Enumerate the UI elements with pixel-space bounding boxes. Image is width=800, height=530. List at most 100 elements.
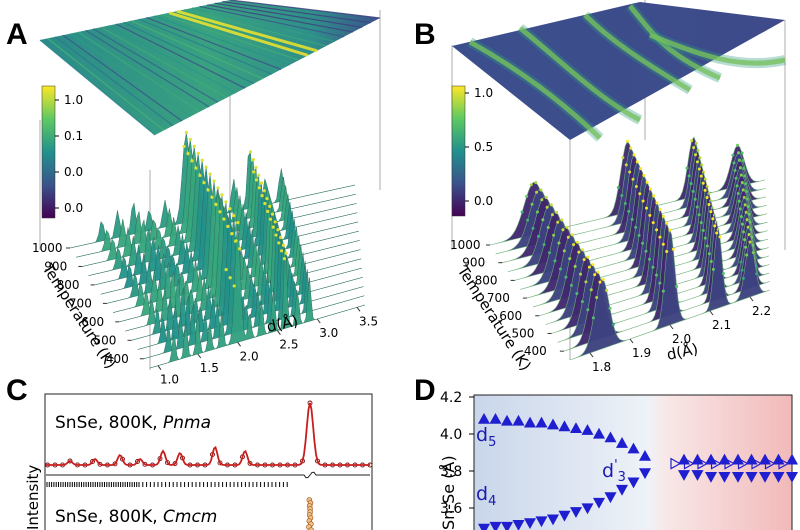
panel-b-surface-highlight <box>694 153 698 157</box>
panel-b-surface-highlight <box>654 273 658 277</box>
panel-a-ytick: 1000 <box>32 241 63 255</box>
panel-a-surface-highlight <box>192 144 196 148</box>
panel-b-surface-highlight <box>566 235 570 239</box>
panel-b-surface-highlight <box>611 323 615 327</box>
panel-b-surface-highlight <box>740 151 744 155</box>
panel-b-surface-highlight <box>561 228 565 232</box>
panel-b-surface-highlight <box>675 284 679 288</box>
panel-b-surface-highlight <box>568 257 572 261</box>
panel-a-surface-slice <box>149 222 366 369</box>
panel-a-surface-highlight <box>232 284 236 288</box>
panel-a-surface-highlight <box>216 186 220 190</box>
panel-a-colorbar-tick: 0.1 <box>64 129 83 143</box>
panel-a-colorbar-tick: 0.0 <box>64 165 83 179</box>
panel-b-surface-highlight <box>709 260 713 264</box>
panel-d-marker-up <box>569 422 583 434</box>
panel-b-heatmap-stripes <box>467 2 787 142</box>
panel-b-surface-highlight <box>562 249 566 253</box>
panel-a-surface-highlight <box>277 241 281 245</box>
panel-b-surface-highlight <box>743 203 747 207</box>
panel-a-surface-highlight <box>273 220 277 224</box>
panel-b-colorbar-tick: 0.0 <box>474 194 493 208</box>
panel-a-heatmap-stripe <box>229 0 381 19</box>
panel-d-marker-up <box>627 442 640 454</box>
panel-a-surface-slice <box>124 194 363 332</box>
panel-b-surface-highlight <box>689 182 693 186</box>
panel-c-fit-line <box>46 402 370 466</box>
panel-a-surface-highlight <box>228 276 232 280</box>
panel-b-surface-highlight <box>565 225 569 229</box>
panel-a-heatmap-stripe <box>108 25 237 94</box>
panel-a-surface-highlight <box>198 173 202 178</box>
panel-b-surface-highlight <box>601 278 605 282</box>
panel-b-surface-highlight <box>658 235 662 239</box>
panel-a-surface-highlight <box>222 217 226 221</box>
panel-b-surface-highlight <box>740 180 744 184</box>
panel-b-surface-highlight <box>540 198 544 202</box>
panel-a-surface-highlight <box>260 194 264 198</box>
panel-b-xtick-mark <box>629 338 634 344</box>
panel-a-surface-highlight <box>254 178 259 182</box>
panel-d-marker-up-ht <box>677 453 691 465</box>
panel-d-annot-d4: d4 <box>476 483 496 509</box>
panel-a-surface-highlight <box>237 247 242 251</box>
panel-a-heatmap-stripe <box>130 20 264 80</box>
panel-a-xtick: 2.5 <box>279 338 298 352</box>
panel-b-surface-highlight <box>620 193 624 197</box>
panel-c-bragg-ticks <box>46 482 288 487</box>
panel-a-xtick: 3.5 <box>359 314 378 328</box>
panel-b-surface-highlight <box>744 189 748 193</box>
panel-b-surface-highlight <box>544 195 548 199</box>
panel-b-surface-highlight <box>741 230 745 234</box>
panel-b-surface-highlight <box>718 235 722 239</box>
panel-a-heatmap-stripe <box>92 28 219 103</box>
panel-d-marker-down <box>627 477 640 489</box>
panel-d-marker-down <box>500 521 514 530</box>
panel-b-surface-highlight <box>738 207 742 211</box>
panel-c-observed-point <box>172 461 178 467</box>
panel-b-surface-highlight <box>547 251 551 255</box>
panel-b-surface-highlight <box>744 245 748 249</box>
panel-b-surface-highlight <box>639 167 643 171</box>
panel-a-ytick: 900 <box>44 259 67 273</box>
panel-a-xtick-mark <box>316 318 321 324</box>
panel-b-surface-highlight <box>552 233 556 237</box>
panel-b-surface-highlight <box>526 218 530 222</box>
panel-b-surface-highlight <box>645 180 649 184</box>
panel-a-surface-highlight <box>254 165 258 170</box>
panel-b-surface-highlight <box>644 206 648 210</box>
panel-a-xtick: 3.0 <box>319 326 338 340</box>
panel-c-frame <box>44 393 373 530</box>
panel-a-xtick-mark <box>356 307 361 312</box>
panel-b-ytick: 1000 <box>450 238 481 252</box>
panel-a-surface-highlight <box>210 195 214 199</box>
panel-b-surface-highlight <box>584 280 588 284</box>
panel-a-surface-highlight <box>204 165 208 169</box>
panel-a-surface-highlight <box>281 243 286 247</box>
panel-d-marker-up-ht <box>758 453 772 465</box>
panel-b-ytick: 400 <box>524 344 547 358</box>
panel-a-heatmap-stripe <box>153 15 291 66</box>
panel-b-surface-highlight <box>742 195 746 199</box>
panel-b-surface-highlight <box>630 217 634 221</box>
panel-d-marker-up <box>477 412 491 424</box>
panel-a-surface-highlight <box>200 158 204 162</box>
panel-b-surface-highlight <box>629 146 633 150</box>
panel-d-annot-d5: d5 <box>476 424 496 450</box>
panel-a-heatmap-stripe <box>168 11 309 57</box>
panel-d-marker-down <box>477 523 491 530</box>
panel-d-marker-down-ht <box>731 471 745 483</box>
panel-b-surface-highlight <box>745 253 749 257</box>
panel-b-surface-highlight <box>739 260 743 264</box>
panel-a-colorbar-tick: 0.0 <box>64 201 83 215</box>
panel-a-surface-highlight <box>206 188 210 192</box>
panel-d-marker-down-ht <box>677 470 691 481</box>
panel-a-surface-highlight <box>257 186 261 190</box>
panel-b-surface-highlight <box>705 195 709 199</box>
panel-b-surface-highlight <box>651 221 655 225</box>
panel-b-surface-highlight <box>699 174 703 178</box>
panel-b-surface-highlight <box>741 276 745 280</box>
panel-a-ylabel: Temperature (K) <box>38 260 120 372</box>
panel-b-surface-highlight <box>582 258 586 262</box>
panel-a-heatmap-stripe <box>138 18 273 75</box>
